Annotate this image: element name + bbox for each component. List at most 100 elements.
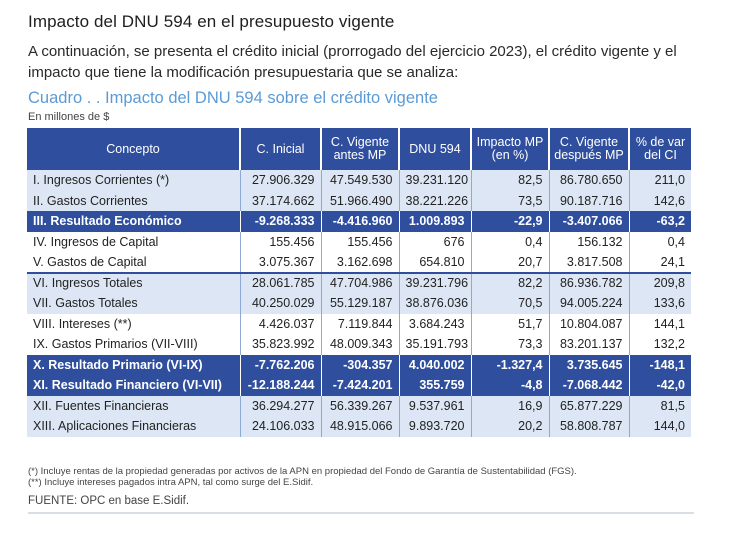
cell-value: 3.735.645 — [549, 354, 630, 375]
cell-value: -7.762.206 — [240, 354, 322, 375]
cell-value: 65.877.229 — [549, 395, 630, 416]
row-label: III. Resultado Económico — [27, 211, 241, 232]
cell-value: 654.810 — [399, 252, 472, 273]
cell-value: -12.188.244 — [240, 375, 322, 396]
table-row: XIII. Aplicaciones Financieras 24.106.03… — [27, 416, 691, 437]
header-credito-vigente-antes: C. Vigente antes MP — [321, 128, 400, 170]
cell-value: 144,0 — [629, 416, 691, 437]
row-label: XII. Fuentes Financieras — [27, 395, 241, 416]
cell-value: 90.187.716 — [549, 190, 630, 211]
table-row: VII. Gastos Totales 40.250.029 55.129.18… — [27, 293, 691, 314]
cell-value: -148,1 — [629, 354, 691, 375]
cell-value: 0,4 — [629, 231, 691, 252]
cell-value: 10.804.087 — [549, 313, 630, 334]
cell-value: 7.119.844 — [321, 313, 400, 334]
row-label: XI. Resultado Financiero (VI-VII) — [27, 375, 241, 396]
cell-value: 144,1 — [629, 313, 691, 334]
cell-value: 35.823.992 — [240, 334, 322, 355]
cell-value: 676 — [399, 231, 472, 252]
cell-value: 24,1 — [629, 252, 691, 273]
cell-value: 211,0 — [629, 170, 691, 191]
cell-value: 3.684.243 — [399, 313, 472, 334]
cell-value: 0,4 — [471, 231, 550, 252]
cell-value: 38.876.036 — [399, 293, 472, 314]
cell-value: 133,6 — [629, 293, 691, 314]
row-label: X. Resultado Primario (VI-IX) — [27, 354, 241, 375]
cell-value: -63,2 — [629, 211, 691, 232]
cell-value: 9.893.720 — [399, 416, 472, 437]
cell-value: 155.456 — [321, 231, 400, 252]
cell-value: 55.129.187 — [321, 293, 400, 314]
bottom-divider — [28, 512, 694, 514]
cell-value: -1.327,4 — [471, 354, 550, 375]
cell-value: 47.549.530 — [321, 170, 400, 191]
footnote: (*) Incluye rentas de la propiedad gener… — [28, 466, 577, 477]
units-label: En millones de $ — [28, 111, 110, 123]
cell-value: 70,5 — [471, 293, 550, 314]
cell-value: -304.357 — [321, 354, 400, 375]
cell-value: 83.201.137 — [549, 334, 630, 355]
cell-value: 39.231.796 — [399, 271, 472, 293]
cell-value: 82,2 — [471, 271, 550, 293]
header-pct-var: % de var del CI — [629, 128, 691, 170]
cell-value: 132,2 — [629, 334, 691, 355]
cell-value: 36.294.277 — [240, 395, 322, 416]
row-label: II. Gastos Corrientes — [27, 190, 241, 211]
cell-value: 86.780.650 — [549, 170, 630, 191]
cell-value: 58.808.787 — [549, 416, 630, 437]
cell-value: 86.936.782 — [549, 271, 630, 293]
row-label: VIII. Intereses (**) — [27, 313, 241, 334]
table-row: V. Gastos de Capital 3.075.367 3.162.698… — [27, 252, 691, 273]
cell-value: 3.075.367 — [240, 252, 322, 273]
cell-value: -4,8 — [471, 375, 550, 396]
intro-paragraph: A continuación, se presenta el crédito i… — [28, 43, 677, 81]
table-row: II. Gastos Corrientes 37.174.662 51.966.… — [27, 190, 691, 211]
row-label: IX. Gastos Primarios (VII-VIII) — [27, 334, 241, 355]
cell-value: 35.191.793 — [399, 334, 472, 355]
row-label: IV. Ingresos de Capital — [27, 231, 241, 252]
header-credito-inicial: C. Inicial — [240, 128, 322, 170]
cell-value: 48.009.343 — [321, 334, 400, 355]
cell-value: 82,5 — [471, 170, 550, 191]
table-row: IV. Ingresos de Capital 155.456 155.456 … — [27, 231, 691, 252]
cell-value: 48.915.066 — [321, 416, 400, 437]
cell-value: -4.416.960 — [321, 211, 400, 232]
table-row: I. Ingresos Corrientes (*) 27.906.329 47… — [27, 170, 691, 191]
header-impacto-mp: Impacto MP (en %) — [471, 128, 550, 170]
budget-table: Concepto C. Inicial C. Vigente antes MP … — [27, 128, 691, 437]
cell-value: 20,7 — [471, 252, 550, 273]
table-row-highlight: XI. Resultado Financiero (VI-VII) -12.18… — [27, 375, 691, 396]
cell-value: 20,2 — [471, 416, 550, 437]
cell-value: 156.132 — [549, 231, 630, 252]
cell-value: 9.537.961 — [399, 395, 472, 416]
cell-value: 355.759 — [399, 375, 472, 396]
row-label: VI. Ingresos Totales — [27, 271, 241, 293]
table-row: XII. Fuentes Financieras 36.294.277 56.3… — [27, 395, 691, 416]
row-label: I. Ingresos Corrientes (*) — [27, 170, 241, 191]
table-caption: Cuadro . . Impacto del DNU 594 sobre el … — [28, 89, 438, 107]
cell-value: -9.268.333 — [240, 211, 322, 232]
table-row: IX. Gastos Primarios (VII-VIII) 35.823.9… — [27, 334, 691, 355]
page-title: Impacto del DNU 594 en el presupuesto vi… — [28, 12, 395, 31]
cell-value: -7.424.201 — [321, 375, 400, 396]
header-dnu-594: DNU 594 — [399, 128, 472, 170]
table-row: VI. Ingresos Totales 28.061.785 47.704.9… — [27, 271, 691, 293]
cell-value: 73,5 — [471, 190, 550, 211]
cell-value: 3.817.508 — [549, 252, 630, 273]
cell-value: 51.966.490 — [321, 190, 400, 211]
cell-value: 209,8 — [629, 271, 691, 293]
row-label: V. Gastos de Capital — [27, 252, 241, 273]
cell-value: 39.231.120 — [399, 170, 472, 191]
cell-value: 81,5 — [629, 395, 691, 416]
cell-value: 73,3 — [471, 334, 550, 355]
cell-value: 51,7 — [471, 313, 550, 334]
cell-value: 40.250.029 — [240, 293, 322, 314]
cell-value: 4.426.037 — [240, 313, 322, 334]
cell-value: -42,0 — [629, 375, 691, 396]
cell-value: 16,9 — [471, 395, 550, 416]
cell-value: 94.005.224 — [549, 293, 630, 314]
table-row-highlight: X. Resultado Primario (VI-IX) -7.762.206… — [27, 354, 691, 375]
cell-value: 1.009.893 — [399, 211, 472, 232]
row-label: VII. Gastos Totales — [27, 293, 241, 314]
cell-value: 37.174.662 — [240, 190, 322, 211]
